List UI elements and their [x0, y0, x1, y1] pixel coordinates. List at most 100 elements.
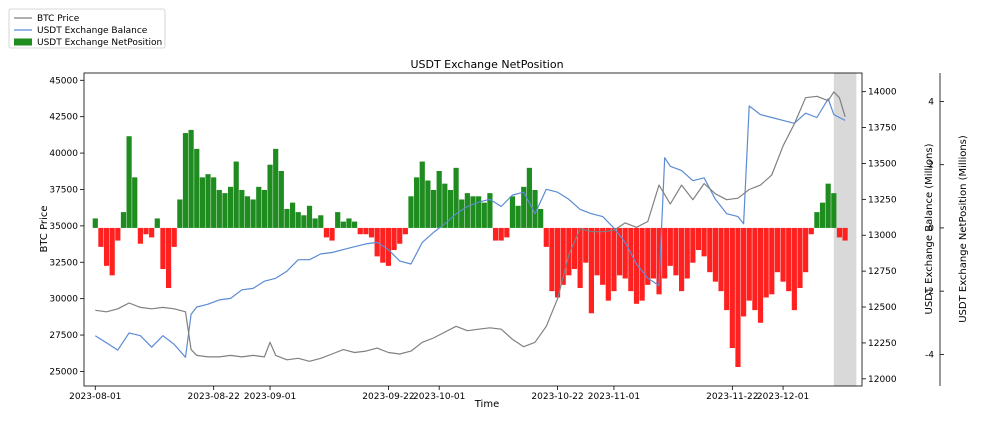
netposition-bar: [278, 171, 284, 228]
netposition-bar: [729, 227, 735, 349]
netposition-bar: [464, 193, 470, 228]
netposition-bar: [160, 227, 166, 270]
right2-tick-label: -2: [925, 287, 934, 297]
netposition-bar: [679, 227, 685, 292]
right1-tick-label: 13750: [868, 124, 897, 134]
right-y-axis-netposition-label: USDT Exchange NetPosition (Millions): [958, 135, 969, 323]
netposition-bar: [825, 183, 831, 228]
netposition-bar: [340, 221, 346, 228]
netposition-bar: [273, 148, 279, 228]
left-tick-label: 37500: [49, 185, 78, 195]
netposition-bar: [549, 227, 555, 292]
netposition-bar: [774, 227, 781, 273]
x-tick-label: 2023-11-01: [588, 392, 640, 402]
netposition-bar: [284, 208, 290, 228]
netposition-bar: [414, 177, 420, 228]
left-y-axis: 25000 27500 30000 32500 35000 37500 40000 42500…: [49, 76, 84, 377]
netposition-bar: [554, 227, 561, 298]
netposition-bar: [98, 227, 104, 247]
netposition-bar: [295, 212, 301, 228]
netposition-bar: [504, 227, 510, 238]
netposition-bar: [109, 227, 115, 276]
right-y-axis-balance: 12000 12250 12500 12750 13000 13250 13500 13750…: [862, 88, 897, 385]
netposition-bar: [752, 227, 758, 311]
netposition-bar: [583, 227, 589, 263]
right1-tick-label: 14000: [868, 88, 897, 98]
left-tick-label: 25000: [49, 367, 78, 377]
netposition-bar: [227, 186, 234, 228]
right2-tick-label: 0: [928, 224, 934, 234]
netposition-bar: [171, 227, 177, 247]
netposition-bar: [306, 205, 313, 228]
legend-label: USDT Exchange Balance: [37, 26, 148, 36]
netposition-bar: [690, 227, 696, 263]
right1-tick-label: 12250: [868, 339, 897, 349]
netposition-bar: [103, 227, 110, 266]
netposition-bar: [182, 133, 189, 228]
right2-tick-label: 2: [928, 161, 934, 171]
netposition-bar: [639, 227, 645, 301]
netposition-bar: [312, 218, 318, 228]
x-tick-label: 2023-09-01: [244, 392, 296, 402]
netposition-bar: [205, 174, 211, 228]
left-y-axis-label: BTC Price: [39, 206, 50, 253]
netposition-bar: [521, 186, 527, 228]
netposition-bar: [757, 227, 764, 323]
netposition-bar: [577, 227, 583, 288]
netposition-bar: [149, 227, 155, 238]
netposition-bar: [368, 227, 375, 238]
netposition-bar: [746, 227, 752, 301]
netposition-bar: [543, 227, 549, 247]
netposition-bar: [656, 227, 662, 295]
netposition-bar: [120, 212, 127, 228]
right-y-axis-netposition: -4 -2 0 2 4: [925, 73, 944, 386]
left-tick-label: 27500: [49, 331, 78, 341]
x-tick-label: 2023-12-01: [757, 392, 809, 402]
x-tick-label: 2023-08-22: [188, 392, 240, 402]
netposition-bar: [695, 227, 702, 251]
netposition-bar: [436, 171, 442, 228]
netposition-bar: [244, 196, 251, 228]
netposition-bar: [560, 227, 566, 285]
netposition-bar: [323, 227, 330, 238]
netposition-bar: [803, 227, 809, 273]
left-tick-label: 42500: [49, 113, 78, 123]
x-tick-label: 2023-08-01: [69, 392, 121, 402]
netposition-bar: [165, 227, 172, 288]
netposition-bar: [616, 227, 623, 276]
chart-title: USDT Exchange NetPosition: [410, 58, 563, 71]
netposition-bar: [391, 227, 397, 251]
netposition-bar: [814, 212, 820, 228]
netposition-bar: [143, 227, 149, 235]
plot-frame: [83, 72, 863, 387]
netposition-bar: [239, 189, 245, 228]
netposition-bar: [346, 218, 352, 228]
netposition-bar: [447, 189, 454, 228]
netposition-bar: [430, 189, 437, 228]
legend: BTC Price USDT Exchange Balance USDT Excha…: [8, 8, 166, 49]
netposition-bar: [718, 227, 724, 292]
netposition-bar: [442, 183, 448, 228]
btc-price-line: [95, 91, 846, 362]
netposition-bar: [819, 202, 826, 228]
netposition-bar: [459, 199, 465, 228]
netposition-bar: [470, 196, 476, 228]
netposition-bar: [538, 208, 544, 228]
x-axis-label: Time: [474, 399, 499, 410]
netposition-bar: [605, 227, 611, 301]
netposition-bar: [797, 227, 803, 288]
legend-box: [8, 8, 166, 49]
netposition-bar: [515, 205, 521, 228]
netposition-bar: [453, 167, 459, 228]
netposition-bar: [250, 199, 256, 228]
netposition-bar: [385, 227, 392, 266]
x-tick-label: 2023-09-22: [362, 392, 414, 402]
netposition-bar: [842, 227, 848, 241]
netposition-bar: [532, 189, 538, 228]
netposition-bar: [199, 177, 205, 228]
netposition-bar: [487, 193, 493, 228]
netposition-bar: [397, 227, 403, 244]
right-y-axis-balance-label: USDT Exchange Balance (Millions): [924, 143, 935, 314]
netposition-bar: [786, 227, 792, 292]
